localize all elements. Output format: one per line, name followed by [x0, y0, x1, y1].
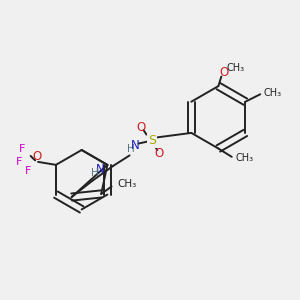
- Text: CH₃: CH₃: [227, 63, 245, 73]
- Text: F: F: [16, 157, 22, 167]
- Text: F: F: [25, 166, 31, 176]
- Text: CH₃: CH₃: [236, 153, 254, 163]
- Text: H: H: [127, 144, 135, 154]
- Text: O: O: [137, 121, 146, 134]
- Text: O: O: [32, 150, 41, 163]
- Text: S: S: [148, 134, 156, 147]
- Text: CH₃: CH₃: [117, 179, 136, 189]
- Text: N: N: [130, 139, 139, 152]
- Text: H: H: [91, 168, 99, 178]
- Text: CH₃: CH₃: [264, 88, 282, 98]
- Text: O: O: [219, 66, 228, 79]
- Text: O: O: [155, 147, 164, 161]
- Text: N: N: [96, 163, 104, 176]
- Text: F: F: [19, 144, 25, 154]
